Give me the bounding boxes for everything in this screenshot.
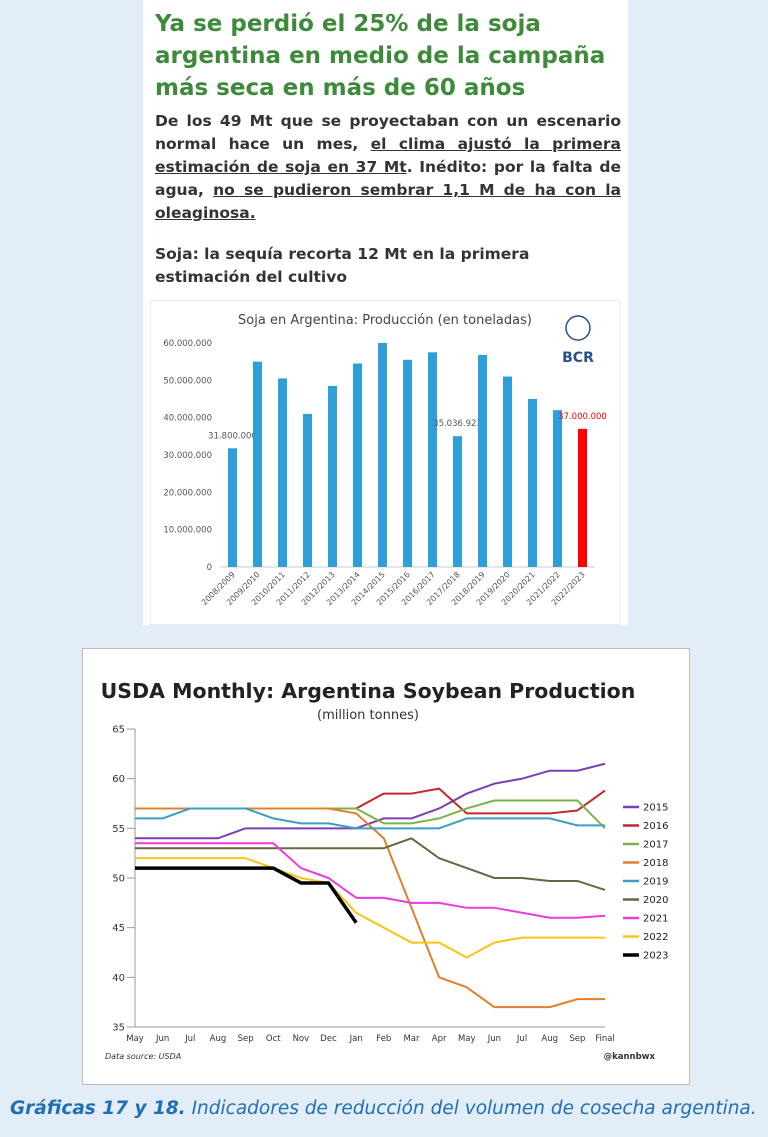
source: Data source: USDA [105,1052,181,1061]
y-tick-label: 30.000.000 [163,451,212,461]
y-tick-label: 50 [112,874,125,885]
bar [328,385,337,567]
x-tick-label: Sep [238,1034,254,1044]
bar [253,361,262,567]
chart-title: USDA Monthly: Argentina Soybean Producti… [101,679,636,703]
chart-title: Soja en Argentina: Producción (en tonela… [238,313,532,328]
legend-label: 2016 [643,821,668,832]
y-tick-label: 50.000.000 [163,376,212,386]
credit: @kannbwx [604,1052,656,1062]
y-tick-label: 45 [112,923,125,934]
x-tick-label: Aug [541,1034,558,1044]
logo-emblem [565,315,591,341]
x-tick-label: May [458,1034,476,1044]
series-line [135,842,606,919]
logo: BCR [562,350,594,366]
x-tick-label: Jun [487,1034,501,1044]
x-tick-label: Nov [293,1034,310,1044]
chart-subtitle: (million tonnes) [317,708,419,723]
article-panel: Ya se perdió el 25% de la soja argentina… [143,0,628,625]
series-line [135,866,358,924]
value-label: 35.036.923 [433,419,482,429]
lead-part: . Inédito: por la falta de agua, [155,158,621,199]
line-chart-panel: USDA Monthly: Argentina Soybean Producti… [82,648,690,1085]
lead-part: no se pudieron sembrar 1,1 M de ha con l… [155,181,621,222]
bar [453,436,462,567]
y-tick-label: 40 [112,973,125,984]
lead-part: el clima ajustó la primera estimación de… [155,135,621,176]
y-tick-label: 55 [112,824,125,835]
x-tick-label: Dec [320,1034,337,1044]
legend-label: 2023 [643,951,668,962]
x-tick-label: Feb [376,1034,391,1044]
series-line [135,857,605,959]
bar [228,448,237,567]
y-tick-label: 20.000.000 [163,488,212,498]
x-tick-label: Jul [184,1034,195,1044]
x-tick-label: Sep [569,1034,585,1044]
legend-label: 2017 [643,840,668,851]
legend-label: 2020 [643,895,668,906]
bar [528,398,537,567]
bar [428,352,437,567]
subheading: Soja: la sequía recorta 12 Mt en la prim… [155,245,530,286]
x-tick-label: Final [595,1034,615,1044]
x-tick-label: Aug [210,1034,227,1044]
legend-label: 2021 [643,914,668,925]
legend-label: 2022 [643,932,668,943]
bar [503,376,512,567]
bar [578,428,587,567]
caption-text: Indicadores de reducción del volumen de … [185,1098,757,1119]
series-line [135,807,605,830]
value-label: 37.000.000 [558,412,607,422]
bar [378,342,387,567]
article: Ya se perdió el 25% de la soja argentina… [155,8,621,289]
x-tick-label: Jun [155,1034,169,1044]
y-tick-label: 40.000.000 [163,414,212,424]
y-tick-label: 35 [112,1023,125,1034]
legend-label: 2015 [643,803,668,814]
bar [278,378,287,567]
caption-label: Gráficas 17 y 18. [10,1098,186,1119]
series-line [135,837,606,891]
x-tick-label: Apr [432,1034,447,1044]
series-line [328,799,606,830]
bar [353,363,362,567]
lead-part: De los 49 Mt que se proyectaban con un e… [155,112,621,153]
bar-chart: Soja en Argentina: Producción (en tonela… [150,300,620,625]
lead: De los 49 Mt que se proyectaban con un e… [155,110,621,225]
x-tick-label: May [126,1034,144,1044]
x-tick-label: Oct [266,1034,281,1044]
caption: Gráficas 17 y 18. Indicadores de reducci… [10,1098,757,1119]
value-label: 31.800.000 [208,431,257,441]
bar [478,354,487,567]
bar [403,359,412,567]
article-title: Ya se perdió el 25% de la soja argentina… [155,11,606,101]
bar [553,410,562,567]
y-tick-label: 0 [207,563,212,573]
y-tick-label: 65 [112,725,125,736]
legend-label: 2019 [643,877,668,888]
x-tick-label: Jul [516,1034,527,1044]
x-tick-label: Jan [349,1034,363,1044]
series-line [135,762,606,840]
x-tick-label: Mar [403,1034,420,1044]
line-chart: USDA Monthly: Argentina Soybean Producti… [101,679,669,1062]
bar [303,413,312,567]
y-tick-label: 10.000.000 [163,526,212,536]
legend-label: 2018 [643,858,668,869]
y-tick-label: 60.000.000 [163,339,212,349]
y-tick-label: 60 [112,774,125,785]
